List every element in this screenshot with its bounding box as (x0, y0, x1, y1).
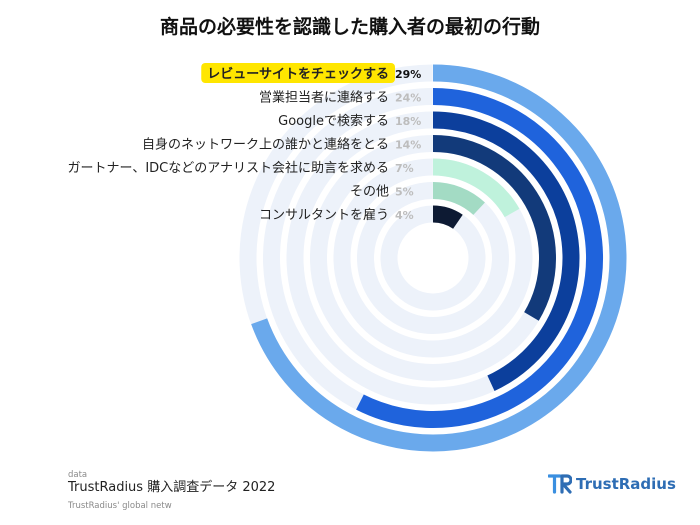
bar-arc-3 (432, 111, 580, 391)
footer-ghost-line-2: TrustRadius' global netw (68, 501, 172, 511)
category-label-2: 営業担当者に連絡する (259, 90, 389, 106)
bar-arc-7 (432, 205, 463, 230)
category-label-1: レビューサイトをチェックする (207, 66, 389, 82)
value-label-1: 29% (395, 68, 421, 81)
logo-text: TrustRadius (576, 475, 676, 493)
value-label-6: 5% (395, 186, 414, 199)
chart-title: 商品の必要性を認識した購入者の最初の行動 (159, 16, 540, 38)
value-label-2: 24% (395, 92, 421, 105)
value-label-7: 4% (395, 209, 414, 222)
bar-arc-4 (432, 135, 556, 321)
bar-arc-6 (432, 182, 485, 216)
category-label-5: ガートナー、IDCなどのアナリスト会社に助言を求める (67, 160, 389, 176)
bar-arc-1 (251, 64, 627, 452)
category-label-7: コンサルタントを雇う (259, 207, 389, 223)
ring-track-7 (380, 205, 486, 311)
value-label-3: 18% (395, 115, 421, 128)
footer-ghost-line-1: data (68, 470, 88, 480)
value-label-4: 14% (395, 139, 421, 152)
footer-source: TrustRadius 購入調査データ 2022 (68, 480, 276, 495)
ring-track-6 (357, 182, 509, 334)
label-highlight (201, 63, 395, 83)
trustradius-logo-icon (548, 474, 572, 494)
bar-arc-5 (432, 158, 520, 218)
bar-arc-2 (356, 88, 603, 428)
trustradius-logo: TrustRadius (548, 474, 676, 494)
category-label-6: その他 (350, 185, 389, 200)
value-label-5: 7% (395, 162, 414, 175)
category-label-3: Googleで検索する (278, 114, 389, 129)
category-label-4: 自身のネットワーク上の誰かと連絡をとる (142, 137, 389, 153)
